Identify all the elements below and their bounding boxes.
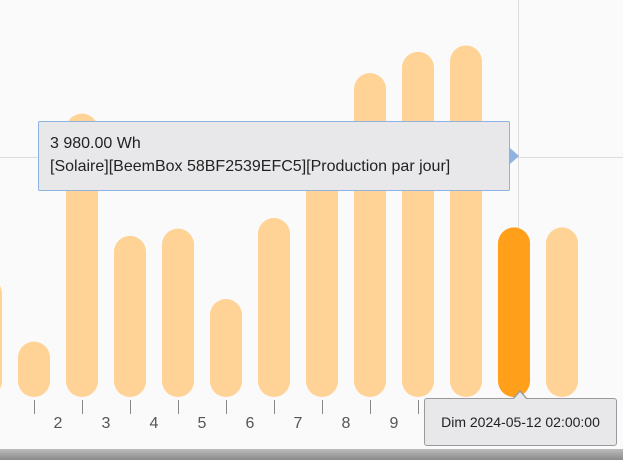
window-bottom-edge: [0, 449, 623, 460]
tooltip-pointer: [510, 148, 519, 164]
x-tick-label-2: 2: [54, 415, 63, 432]
bar-1[interactable]: [0, 278, 2, 397]
x-axis-tooltip: Dim 2024-05-12 02:00:00: [424, 398, 617, 446]
x-tick-label-3: 3: [102, 415, 111, 432]
bar-2[interactable]: [18, 341, 50, 397]
value-tooltip: 3 980.00 Wh [Solaire][BeemBox 58BF2539EF…: [38, 121, 510, 191]
x-tick-label-4: 4: [150, 415, 159, 432]
bar-6[interactable]: [210, 298, 242, 397]
bar-10[interactable]: [402, 51, 434, 398]
bar-4[interactable]: [114, 235, 146, 397]
x-tick-label-7: 7: [294, 415, 303, 432]
bar-11[interactable]: [450, 45, 482, 397]
x-tick-label-9: 9: [390, 415, 399, 432]
bar-12[interactable]: [498, 227, 530, 397]
x-tick-label-6: 6: [246, 415, 255, 432]
bar-7[interactable]: [258, 218, 290, 397]
x-tick-label-5: 5: [198, 415, 207, 432]
bar-13[interactable]: [546, 227, 578, 397]
bar-5[interactable]: [162, 228, 194, 397]
x-tooltip-label: Dim 2024-05-12 02:00:00: [441, 414, 600, 430]
bar-8[interactable]: [306, 171, 338, 397]
x-tick-label-8: 8: [342, 415, 351, 432]
x-tooltip-pointer-fill: [513, 392, 527, 400]
chart-bars: [0, 45, 578, 398]
tooltip-value: 3 980.00 Wh: [50, 135, 141, 152]
tooltip-series: [Solaire][BeemBox 58BF2539EFC5][Producti…: [50, 158, 451, 175]
